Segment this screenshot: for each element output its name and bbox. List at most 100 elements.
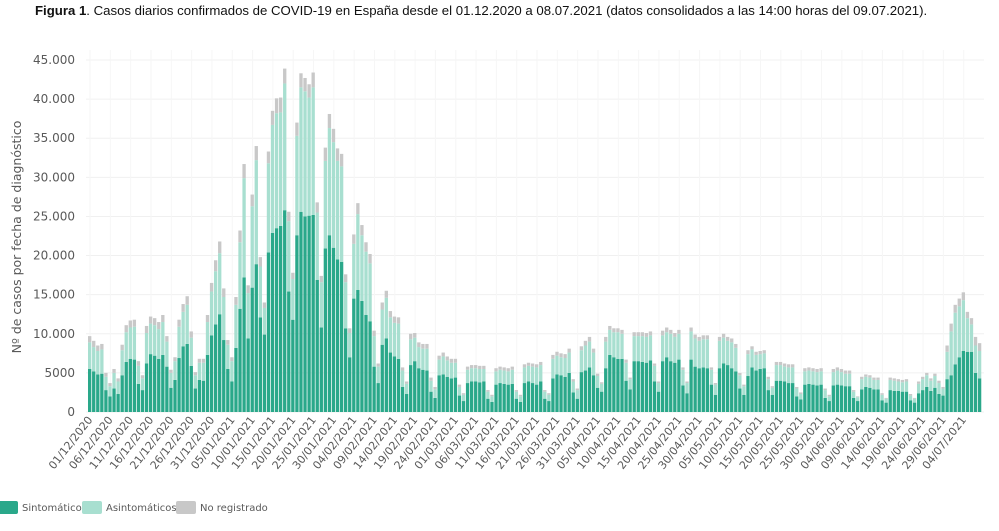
bar-no-registrado: [754, 351, 758, 355]
bar-sintomaticos: [969, 351, 974, 412]
bar-no-registrado: [364, 242, 368, 252]
bar-no-registrado: [831, 368, 835, 373]
bar-asintomaticos: [124, 332, 128, 362]
bar-no-registrado: [705, 335, 709, 340]
bar-sintomaticos: [583, 370, 588, 412]
bar-sintomaticos: [486, 398, 490, 412]
bar-sintomaticos: [92, 371, 96, 412]
bar-no-registrado: [864, 374, 868, 377]
bar-no-registrado: [973, 336, 978, 346]
bar-no-registrado: [620, 329, 624, 334]
bar-sintomaticos: [681, 385, 685, 412]
bar-no-registrado: [506, 368, 510, 372]
bar-asintomaticos: [270, 124, 275, 233]
bar-asintomaticos: [535, 367, 539, 385]
bar-asintomaticos: [612, 332, 616, 358]
bar-asintomaticos: [941, 388, 945, 396]
bar-no-registrado: [88, 336, 92, 343]
bar-no-registrado: [843, 370, 848, 374]
bar-no-registrado: [530, 363, 535, 367]
bar-asintomaticos: [205, 322, 210, 355]
bar-sintomaticos: [96, 374, 100, 412]
bar-asintomaticos: [449, 362, 453, 379]
bar-no-registrado: [539, 361, 543, 366]
bar-sintomaticos: [364, 315, 368, 412]
legend-item: Sintomáticos: [0, 501, 87, 514]
bar-asintomaticos: [291, 279, 295, 320]
bar-sintomaticos: [677, 359, 681, 412]
bar-no-registrado: [953, 304, 957, 313]
bar-no-registrado: [689, 327, 693, 332]
bar-sintomaticos: [555, 374, 559, 412]
bar-asintomaticos: [648, 335, 653, 361]
bar-no-registrado: [746, 350, 750, 355]
bar-sintomaticos: [937, 394, 941, 412]
bar-sintomaticos: [132, 359, 137, 412]
bar-sintomaticos: [864, 386, 868, 412]
bar-asintomaticos: [417, 347, 421, 369]
bar-no-registrado: [949, 323, 953, 332]
y-tick-label: 35.000: [33, 131, 75, 145]
bar-asintomaticos: [218, 253, 222, 315]
bar-no-registrado: [571, 379, 575, 382]
bar-asintomaticos: [165, 341, 169, 367]
bar-sintomaticos: [965, 351, 970, 412]
bar-sintomaticos: [579, 372, 584, 412]
bar-sintomaticos: [254, 264, 258, 412]
bar-no-registrado: [628, 377, 632, 380]
bar-sintomaticos: [197, 379, 202, 412]
bar-no-registrado: [709, 367, 714, 370]
legend-item: No registrado: [176, 501, 268, 514]
bar-asintomaticos: [457, 386, 462, 396]
bar-sintomaticos: [457, 395, 462, 412]
bar-sintomaticos: [977, 378, 982, 412]
bar-asintomaticos: [315, 212, 319, 280]
bar-no-registrado: [799, 392, 803, 394]
bar-sintomaticos: [287, 291, 291, 412]
bar-asintomaticos: [608, 329, 612, 355]
bar-no-registrado: [486, 390, 490, 392]
bar-no-registrado: [535, 364, 539, 368]
bar-sintomaticos: [514, 398, 519, 412]
bar-no-registrado: [360, 225, 364, 236]
bar-asintomaticos: [933, 376, 937, 388]
bar-sintomaticos: [234, 347, 238, 412]
bar-no-registrado: [112, 368, 116, 373]
bar-sintomaticos: [299, 211, 303, 412]
bar-asintomaticos: [595, 376, 600, 388]
figure-caption-text: . Casos diarios confirmados de COVID-19 …: [86, 3, 928, 18]
bar-no-registrado: [892, 378, 896, 381]
bar-sintomaticos: [721, 363, 726, 412]
bar-asintomaticos: [892, 380, 896, 391]
bar-no-registrado: [449, 358, 453, 363]
bar-sintomaticos: [860, 389, 864, 412]
bar-no-registrado: [315, 202, 319, 213]
bar-sintomaticos: [510, 383, 514, 412]
bar-no-registrado: [685, 381, 689, 384]
bar-asintomaticos: [262, 307, 267, 335]
bar-no-registrado: [205, 315, 210, 323]
bar-sintomaticos: [640, 361, 644, 412]
bar-asintomaticos: [904, 381, 909, 392]
bar-asintomaticos: [372, 336, 376, 367]
bar-no-registrado: [165, 336, 169, 342]
bar-asintomaticos: [234, 304, 238, 348]
bar-asintomaticos: [632, 336, 636, 362]
bar-sintomaticos: [705, 368, 709, 412]
bar-no-registrado: [185, 296, 189, 305]
bar-no-registrado: [738, 372, 742, 376]
bar-sintomaticos: [368, 321, 372, 412]
bar-asintomaticos: [807, 370, 811, 384]
bar-asintomaticos: [384, 297, 388, 339]
bar-asintomaticos: [591, 352, 596, 376]
bar-asintomaticos: [213, 271, 218, 325]
bar-sintomaticos: [868, 387, 872, 412]
bar-asintomaticos: [189, 337, 193, 366]
bar-asintomaticos: [335, 160, 340, 260]
bar-no-registrado: [912, 397, 917, 399]
bar-sintomaticos: [961, 350, 966, 412]
bar-no-registrado: [526, 362, 531, 366]
bar-sintomaticos: [124, 361, 128, 412]
bar-no-registrado: [624, 359, 628, 363]
bar-no-registrado: [518, 394, 523, 397]
